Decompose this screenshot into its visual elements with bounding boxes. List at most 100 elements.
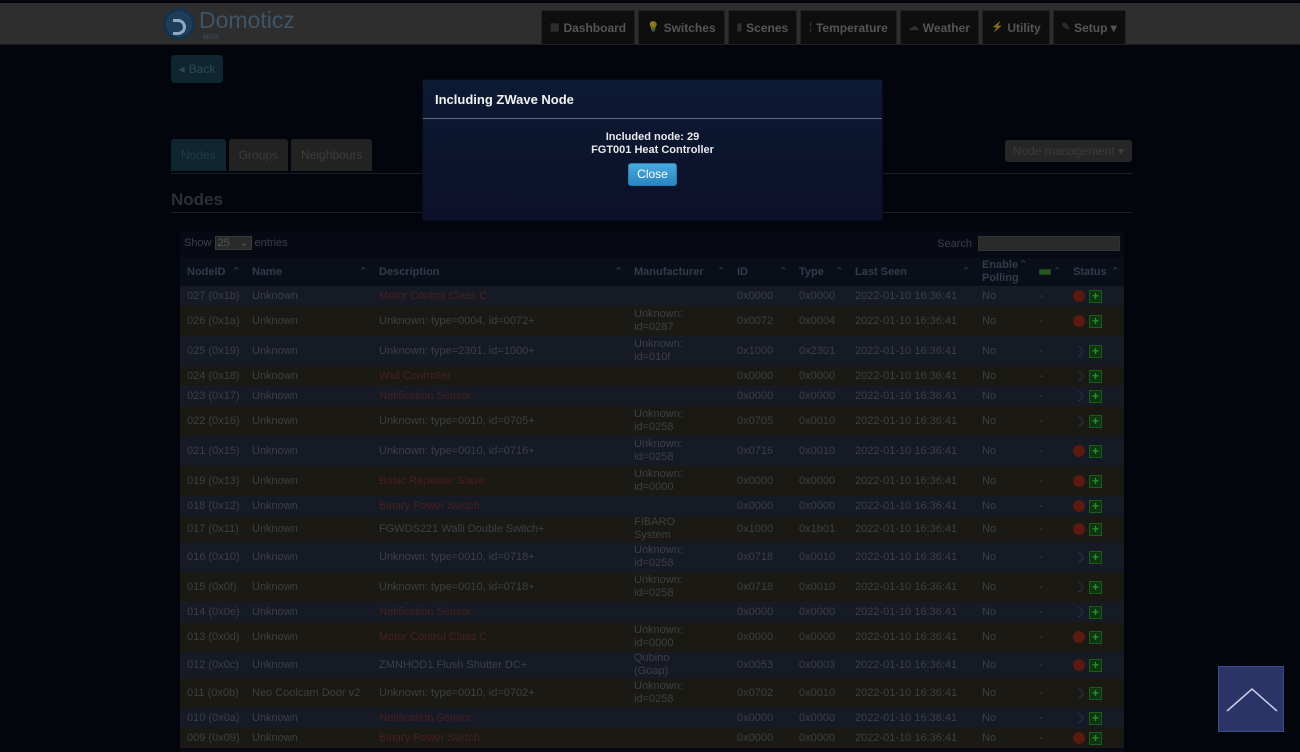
back-arrow-icon: ◂ bbox=[178, 62, 185, 76]
dead-node-icon bbox=[1073, 659, 1085, 671]
entries-select[interactable]: 25 ⌄ bbox=[214, 236, 252, 250]
sleeping-node-icon: ☽ bbox=[1073, 413, 1085, 429]
domoticz-logo[interactable]: Domoticz BETA bbox=[163, 8, 295, 41]
node-manufacturer bbox=[627, 286, 730, 306]
table-row[interactable]: 017 (0x11) Unknown FGWDS221 Walli Double… bbox=[180, 516, 1124, 542]
scroll-to-top-button[interactable] bbox=[1218, 666, 1284, 732]
node-type: 0x0000 bbox=[792, 496, 848, 516]
node-last-seen: 2022-01-10 16:36:41 bbox=[848, 652, 975, 678]
node-status: + bbox=[1066, 516, 1124, 542]
table-row[interactable]: 014 (0x0e) Unknown Notification Sensor 0… bbox=[180, 602, 1124, 622]
node-manufacturer: Qubino (Goap) bbox=[627, 652, 730, 678]
health-check-icon[interactable]: + bbox=[1089, 314, 1102, 328]
tab-groups[interactable]: Groups bbox=[228, 139, 289, 171]
sort-icon: ⌃ bbox=[716, 265, 726, 278]
health-check-icon[interactable]: + bbox=[1089, 369, 1102, 383]
node-id: 019 (0x13) bbox=[180, 466, 245, 496]
node-management-button[interactable]: Node management ▾ bbox=[1005, 140, 1132, 162]
table-row[interactable]: 025 (0x19) Unknown Unknown: type=2301, i… bbox=[180, 336, 1124, 366]
table-row[interactable]: 022 (0x16) Unknown Unknown: type=0010, i… bbox=[180, 406, 1124, 436]
health-check-icon[interactable]: + bbox=[1089, 344, 1102, 358]
table-row[interactable]: 015 (0x0f) Unknown Unknown: type=0010, i… bbox=[180, 572, 1124, 602]
node-id: 025 (0x19) bbox=[180, 336, 245, 366]
table-row[interactable]: 018 (0x12) Unknown Binary Power Switch 0… bbox=[180, 496, 1124, 516]
column-header[interactable]: ⌃ Status bbox=[1066, 258, 1124, 286]
node-description: ZMNHOD1 Flush Shutter DC+ bbox=[372, 652, 627, 678]
node-id: 027 (0x1b) bbox=[180, 286, 245, 306]
table-row[interactable]: 011 (0x0b) Neo Coolcam Door v2 Unknown: … bbox=[180, 678, 1124, 708]
health-check-icon[interactable]: + bbox=[1089, 444, 1102, 458]
table-row[interactable]: 010 (0x0a) Unknown Notification Sensor 0… bbox=[180, 708, 1124, 728]
column-header[interactable]: ⌃ Name bbox=[245, 258, 372, 286]
node-type: 0x1b01 bbox=[792, 516, 848, 542]
table-row[interactable]: 009 (0x09) Unknown Binary Power Switch 0… bbox=[180, 728, 1124, 748]
node-id: 026 (0x1a) bbox=[180, 306, 245, 336]
column-header[interactable]: ⌃ Description bbox=[372, 258, 627, 286]
column-header[interactable]: ⌃ Type bbox=[792, 258, 848, 286]
entries-value: 25 bbox=[217, 237, 230, 249]
node-battery: - bbox=[1032, 602, 1066, 622]
table-row[interactable]: 027 (0x1b) Unknown Motor Control Class C… bbox=[180, 286, 1124, 306]
health-check-icon[interactable]: + bbox=[1089, 414, 1102, 428]
nav-dashboard[interactable]: ▦ Dashboard bbox=[541, 10, 636, 45]
node-status: + bbox=[1066, 306, 1124, 336]
health-check-icon[interactable]: + bbox=[1089, 580, 1102, 594]
column-header[interactable]: ⌃ Enable Polling bbox=[975, 258, 1032, 286]
section-title: Nodes bbox=[171, 190, 223, 209]
table-row[interactable]: 021 (0x15) Unknown Unknown: type=0010, i… bbox=[180, 436, 1124, 466]
node-product-id: 0x1000 bbox=[730, 516, 792, 542]
health-check-icon[interactable]: + bbox=[1089, 605, 1102, 619]
table-row[interactable]: 026 (0x1a) Unknown Unknown: type=0004, i… bbox=[180, 306, 1124, 336]
health-check-icon[interactable]: + bbox=[1089, 550, 1102, 564]
node-polling: No bbox=[975, 436, 1032, 466]
node-battery: - bbox=[1032, 406, 1066, 436]
table-row[interactable]: 016 (0x10) Unknown Unknown: type=0010, i… bbox=[180, 542, 1124, 572]
health-check-icon[interactable]: + bbox=[1089, 630, 1102, 644]
node-last-seen: 2022-01-10 16:36:41 bbox=[848, 386, 975, 406]
nav-weather[interactable]: ☁ Weather bbox=[899, 10, 979, 45]
column-header[interactable]: ⌃ Last Seen bbox=[848, 258, 975, 286]
node-type: 0x0010 bbox=[792, 542, 848, 572]
node-battery: - bbox=[1032, 496, 1066, 516]
node-last-seen: 2022-01-10 16:36:41 bbox=[848, 436, 975, 466]
column-header[interactable]: ⌃ NodeID bbox=[180, 258, 245, 286]
node-description: Basic Repeater Slave bbox=[372, 466, 627, 496]
node-polling: No bbox=[975, 366, 1032, 386]
health-check-icon[interactable]: + bbox=[1089, 658, 1102, 672]
tab-nodes[interactable]: Nodes bbox=[171, 139, 226, 171]
dialog-body: Included node: 29 FGT001 Heat Controller… bbox=[423, 119, 882, 186]
nav-switches[interactable]: 💡 Switches bbox=[638, 10, 725, 45]
node-name: Unknown bbox=[245, 386, 372, 406]
node-type: 0x0010 bbox=[792, 572, 848, 602]
column-header[interactable]: ⌃ Manufacturer bbox=[627, 258, 730, 286]
table-row[interactable]: 023 (0x17) Unknown Notification Sensor 0… bbox=[180, 386, 1124, 406]
logo-icon bbox=[163, 8, 195, 40]
table-row[interactable]: 024 (0x18) Unknown Wall Controller 0x000… bbox=[180, 366, 1124, 386]
table-row[interactable]: 019 (0x13) Unknown Basic Repeater Slave … bbox=[180, 466, 1124, 496]
health-check-icon[interactable]: + bbox=[1089, 711, 1102, 725]
back-button[interactable]: ◂ Back bbox=[171, 55, 223, 83]
nav-utility[interactable]: ⚡ Utility bbox=[981, 10, 1050, 45]
close-button[interactable]: Close bbox=[628, 163, 677, 186]
health-check-icon[interactable]: + bbox=[1089, 522, 1102, 536]
column-header[interactable]: ⌃ bbox=[1032, 258, 1066, 286]
node-name: Unknown bbox=[245, 728, 372, 748]
tabs: Nodes Groups Neighbours bbox=[171, 139, 373, 171]
search-input[interactable] bbox=[978, 236, 1120, 251]
nav-temperature[interactable]: ¦ Temperature bbox=[800, 10, 897, 45]
column-header[interactable]: ⌃ ID bbox=[730, 258, 792, 286]
scenes-icon: ▮ bbox=[736, 22, 743, 33]
health-check-icon[interactable]: + bbox=[1089, 474, 1102, 488]
health-check-icon[interactable]: + bbox=[1089, 499, 1102, 513]
health-check-icon[interactable]: + bbox=[1089, 731, 1102, 745]
nav-label: Temperature bbox=[815, 20, 888, 35]
nav-setup[interactable]: ✎ Setup ▾ bbox=[1052, 10, 1126, 45]
node-product-id: 0x0000 bbox=[730, 466, 792, 496]
tab-neighbours[interactable]: Neighbours bbox=[291, 139, 373, 171]
health-check-icon[interactable]: + bbox=[1089, 289, 1102, 303]
table-row[interactable]: 013 (0x0d) Unknown Motor Control Class C… bbox=[180, 622, 1124, 652]
health-check-icon[interactable]: + bbox=[1089, 686, 1102, 700]
health-check-icon[interactable]: + bbox=[1089, 389, 1102, 403]
nav-scenes[interactable]: ▮ Scenes bbox=[727, 10, 798, 45]
table-row[interactable]: 012 (0x0c) Unknown ZMNHOD1 Flush Shutter… bbox=[180, 652, 1124, 678]
